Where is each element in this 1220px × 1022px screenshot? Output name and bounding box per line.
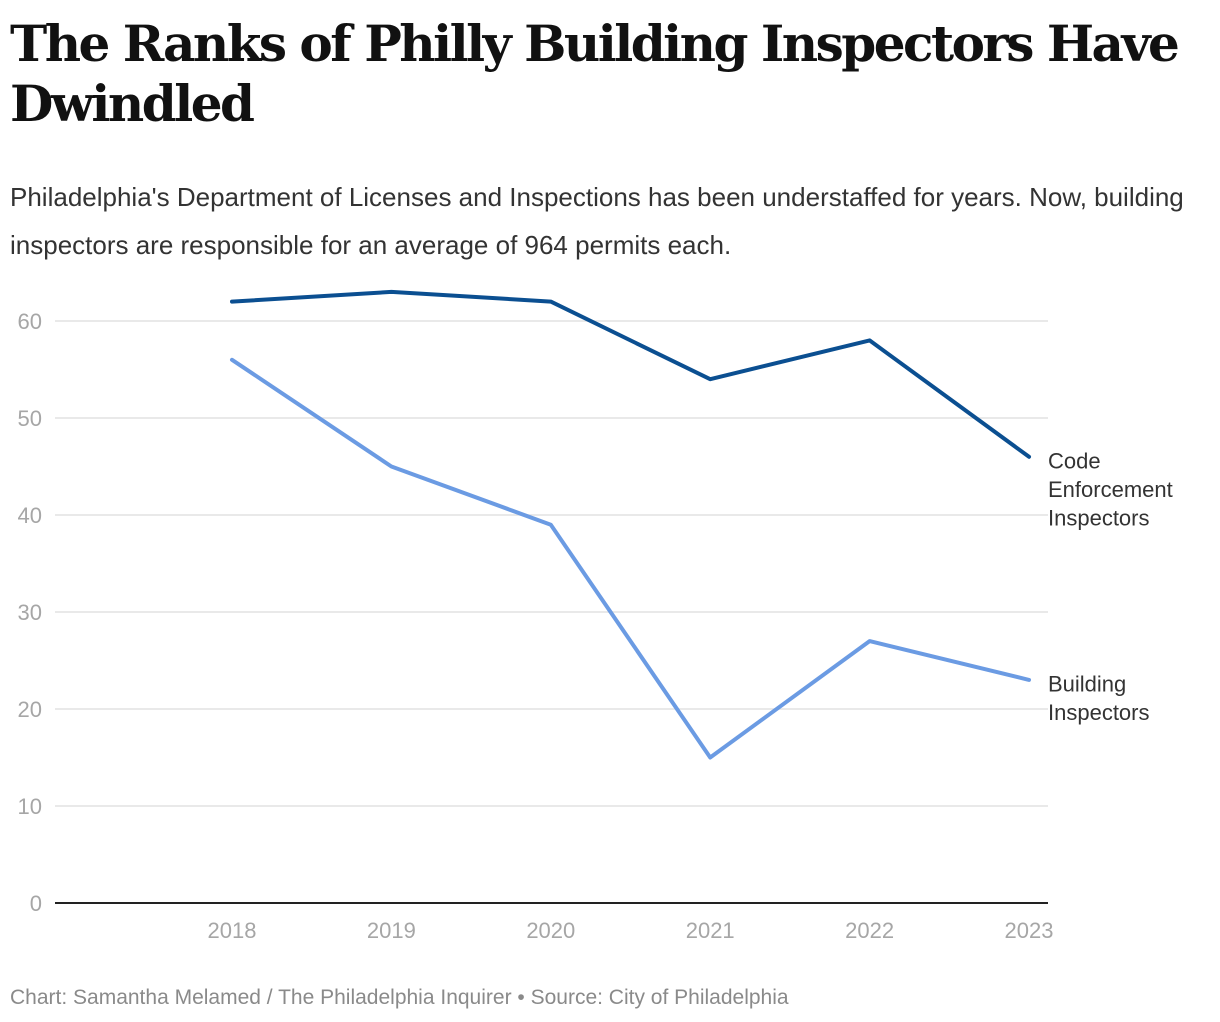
x-tick-label-2021: 2021 bbox=[686, 918, 735, 943]
series-label-building-inspectors: Building Inspectors bbox=[1048, 671, 1150, 725]
y-tick-label-10: 10 bbox=[18, 794, 42, 819]
y-tick-label-60: 60 bbox=[18, 309, 42, 334]
data-point-code-enforcement-inspectors-2018 bbox=[230, 300, 234, 304]
line-chart: 0 10 20 30 40 50 60 2018 2019 2020 2021 2022 2023 Co… bbox=[18, 289, 1173, 943]
y-tick-label-20: 20 bbox=[18, 697, 42, 722]
y-tick-label-40: 40 bbox=[18, 503, 42, 528]
x-tick-label-2023: 2023 bbox=[1005, 918, 1054, 943]
series-label-line: Inspectors bbox=[1048, 505, 1150, 530]
gridlines bbox=[55, 320, 1048, 807]
series-label-code-enforcement-inspectors: Code Enforcement Inspectors bbox=[1048, 448, 1173, 530]
data-point-building-inspectors-2019 bbox=[389, 465, 393, 469]
chart-subtitle: Philadelphia's Department of Licenses an… bbox=[10, 182, 1184, 260]
axes: 0 10 20 30 40 50 60 2018 2019 2020 2021 2022 2023 bbox=[18, 309, 1054, 943]
data-point-building-inspectors-2021 bbox=[708, 756, 712, 760]
y-tick-label-30: 30 bbox=[18, 600, 42, 625]
data-point-building-inspectors-2018 bbox=[230, 358, 234, 362]
data-point-code-enforcement-inspectors-2019 bbox=[389, 290, 393, 294]
x-tick-label-2020: 2020 bbox=[526, 918, 575, 943]
series-label-line: Enforcement bbox=[1048, 477, 1173, 502]
chart-title: The Ranks of Philly Building Inspectors … bbox=[10, 14, 1180, 133]
data-point-building-inspectors-2022 bbox=[868, 639, 872, 643]
data-point-code-enforcement-inspectors-2021 bbox=[708, 377, 712, 381]
series-label-line: Code bbox=[1048, 448, 1101, 473]
series-label-line: Building bbox=[1048, 671, 1126, 696]
data-point-code-enforcement-inspectors-2023 bbox=[1027, 455, 1031, 459]
chart-credit: Chart: Samantha Melamed / The Philadelph… bbox=[10, 986, 789, 1009]
x-tick-label-2019: 2019 bbox=[367, 918, 416, 943]
y-tick-label-0: 0 bbox=[30, 891, 42, 916]
data-point-building-inspectors-2023 bbox=[1027, 678, 1031, 682]
series-line-code-enforcement-inspectors bbox=[230, 289, 1031, 459]
series-labels: Code Enforcement Inspectors Building Inspect… bbox=[1048, 448, 1173, 725]
y-tick-label-50: 50 bbox=[18, 406, 42, 431]
series bbox=[230, 289, 1031, 760]
series-line-building-inspectors bbox=[230, 357, 1031, 760]
data-point-code-enforcement-inspectors-2022 bbox=[868, 338, 872, 342]
data-point-code-enforcement-inspectors-2020 bbox=[549, 300, 553, 304]
x-tick-label-2018: 2018 bbox=[208, 918, 257, 943]
x-tick-label-2022: 2022 bbox=[845, 918, 894, 943]
data-point-building-inspectors-2020 bbox=[549, 523, 553, 527]
series-label-line: Inspectors bbox=[1048, 700, 1150, 725]
